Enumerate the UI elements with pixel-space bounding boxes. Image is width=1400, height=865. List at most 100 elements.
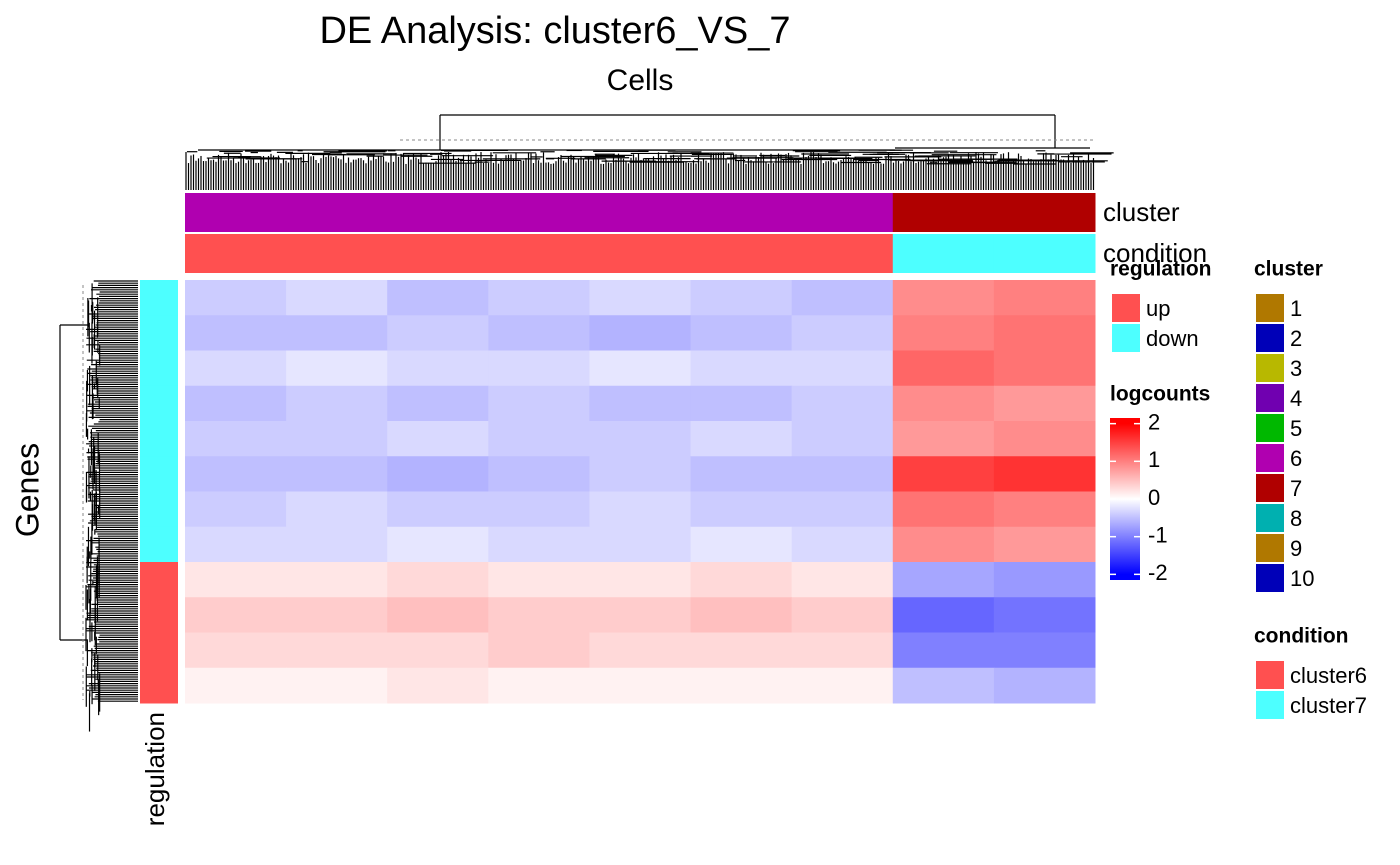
heatmap-cell: [185, 667, 287, 704]
row-dendrogram: [59, 280, 138, 732]
row-annotation-cell: [140, 632, 178, 669]
heatmap-cell: [488, 280, 590, 316]
color-bar-label: -1: [1148, 522, 1168, 547]
heatmap-cell: [286, 526, 388, 563]
column-annotation-label: cluster: [1103, 197, 1180, 227]
column-annotation-cell: [185, 234, 287, 273]
legend-title: logcounts: [1110, 383, 1210, 406]
heatmap-cell: [892, 280, 995, 316]
heatmap-cell: [690, 562, 793, 598]
legend-swatch: [1256, 444, 1284, 472]
heatmap-cell: [791, 526, 894, 563]
column-annotation-cell: [892, 234, 995, 273]
legend-label: 7: [1290, 476, 1302, 501]
heatmap-cell: [488, 526, 590, 563]
heatmap-cell: [892, 421, 995, 457]
heatmap-cell: [387, 456, 489, 492]
heatmap-cell: [185, 456, 287, 492]
legend-label: 8: [1290, 506, 1302, 531]
legend-swatch: [1256, 294, 1284, 322]
heatmap-cell: [690, 421, 793, 457]
heatmap-cell: [993, 456, 1096, 492]
heatmap-cell: [286, 667, 388, 704]
row-annotation-cell: [140, 315, 178, 351]
column-annotation-label: condition: [1103, 238, 1207, 268]
legend-label: 10: [1290, 566, 1314, 591]
heatmap-cell: [892, 350, 995, 387]
heatmap-cell: [993, 491, 1096, 528]
legend-title: regulation: [1110, 258, 1212, 281]
heatmap-cell: [185, 632, 287, 669]
legend-swatch: [1112, 294, 1140, 322]
column-annotation-cell: [185, 193, 287, 232]
heatmap-cell: [185, 526, 287, 563]
row-annotation-cell: [140, 385, 178, 422]
heatmap-cell: [488, 632, 590, 669]
row-annotation-cell: [140, 421, 178, 457]
heatmap-cell: [286, 350, 388, 387]
heatmap-cell: [791, 315, 894, 351]
heatmap-cell: [589, 526, 692, 563]
heatmap-cell: [993, 597, 1096, 633]
heatmap-cell: [791, 667, 894, 704]
heatmap-cell: [892, 315, 995, 351]
heatmap-cell: [791, 280, 894, 316]
column-annotation-cell: [993, 193, 1096, 232]
heatmap-cell: [690, 280, 793, 316]
column-dendrogram: [185, 114, 1114, 190]
heatmap-cell: [993, 667, 1096, 704]
heatmap-cell: [892, 632, 995, 669]
heatmap-cell: [690, 632, 793, 669]
column-annotation-cell: [791, 193, 894, 232]
heatmap-cell: [892, 597, 995, 633]
heatmap-cell: [791, 632, 894, 669]
heatmap-cell: [286, 456, 388, 492]
legend-swatch: [1112, 324, 1140, 352]
row-annotation-cell: [140, 526, 178, 563]
heatmap-cell: [286, 385, 388, 422]
legend-label: 4: [1290, 386, 1302, 411]
color-bar-label: 2: [1148, 409, 1160, 434]
heatmap-cell: [690, 350, 793, 387]
heatmap-cell: [185, 280, 287, 316]
heatmap-cell: [488, 562, 590, 598]
heatmap-cell: [286, 491, 388, 528]
legend-swatch: [1256, 324, 1284, 352]
column-annotation-cell: [589, 234, 692, 273]
heatmap-cell: [892, 526, 995, 563]
heatmap-cell: [690, 315, 793, 351]
column-annotation-cell: [791, 234, 894, 273]
heatmap-cell: [791, 491, 894, 528]
column-annotation-cell: [690, 234, 793, 273]
heatmap-cell: [589, 597, 692, 633]
heatmap-cell: [387, 562, 489, 598]
heatmap-cell: [791, 350, 894, 387]
legend-label: 3: [1290, 356, 1302, 381]
legend-label: cluster7: [1290, 693, 1367, 718]
row-annotation-cell: [140, 491, 178, 528]
heatmap-cell: [387, 280, 489, 316]
column-annotation-cell: [286, 234, 388, 273]
legend-swatch: [1256, 504, 1284, 532]
heatmap-cell: [286, 280, 388, 316]
heatmap-cell: [791, 597, 894, 633]
legend-label: up: [1146, 296, 1170, 321]
row-annotation-cell: [140, 350, 178, 387]
heatmap-cell: [791, 385, 894, 422]
row-title: Genes: [9, 443, 45, 537]
heatmap-cell: [690, 385, 793, 422]
column-annotation-cell: [892, 193, 995, 232]
heatmap-cell: [892, 456, 995, 492]
legend-swatch: [1256, 384, 1284, 412]
chart-title: DE Analysis: cluster6_VS_7: [319, 10, 790, 52]
heatmap-cell: [387, 491, 489, 528]
row-annotation-cell: [140, 597, 178, 633]
heatmap-cell: [387, 315, 489, 351]
color-bar-label: 1: [1148, 447, 1160, 472]
row-annotation-cell: [140, 456, 178, 492]
heatmap-cell: [589, 562, 692, 598]
column-annotation-cell: [488, 234, 590, 273]
heatmap-cell: [286, 597, 388, 633]
legend-swatch: [1256, 564, 1284, 592]
